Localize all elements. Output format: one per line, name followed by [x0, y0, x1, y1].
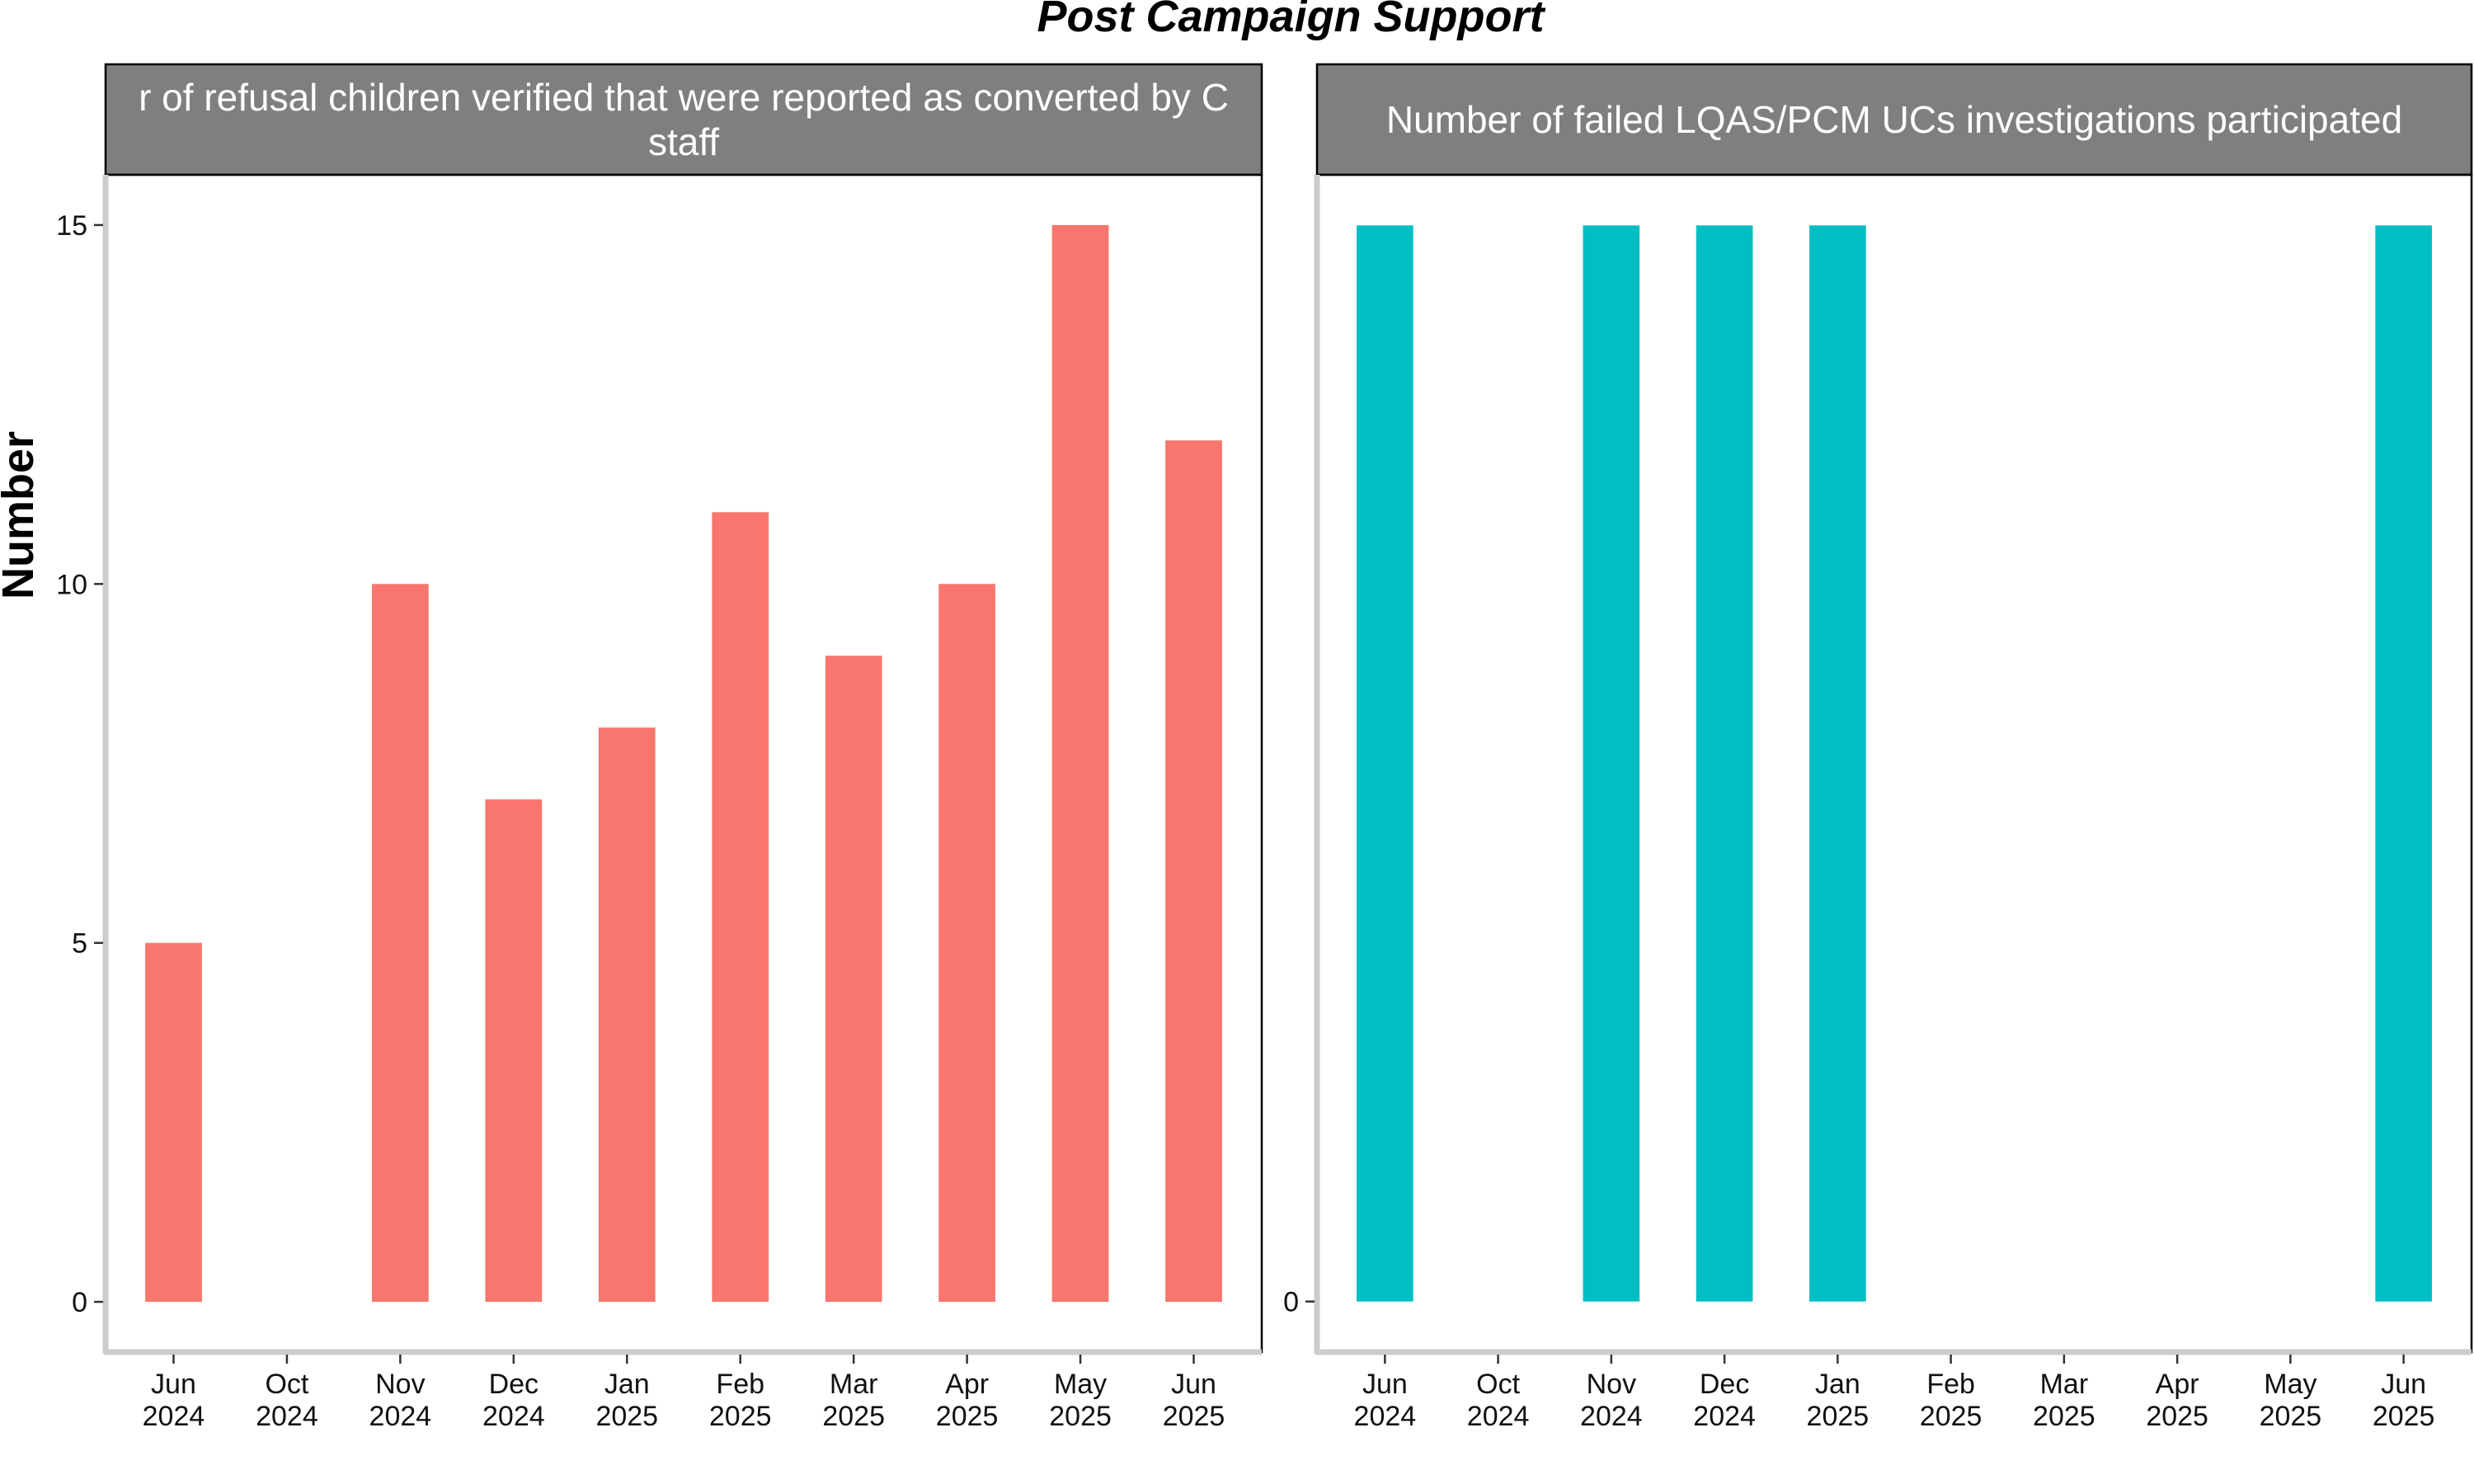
x-tick-label-month: Nov — [1587, 1369, 1636, 1400]
x-tick-label-year: 2024 — [256, 1401, 318, 1432]
x-tick-label-month: May — [2264, 1369, 2316, 1400]
x-tick-label-month: Apr — [2156, 1369, 2199, 1400]
x-tick-label-year: 2024 — [1354, 1401, 1417, 1432]
x-tick-label-year: 2025 — [822, 1401, 885, 1432]
x-tick-label-month: Feb — [716, 1369, 764, 1400]
x-tick-label-year: 2025 — [936, 1401, 999, 1432]
facet-strip-0 — [104, 63, 1263, 176]
panel-border — [1315, 173, 2473, 1354]
x-tick-label-year: 2024 — [369, 1401, 432, 1432]
x-tick-label-month: Jun — [2381, 1369, 2426, 1400]
bar — [372, 584, 429, 1303]
bar — [1809, 225, 1866, 1302]
bar — [1357, 225, 1413, 1302]
bar — [598, 727, 656, 1303]
x-tick-label-month: Oct — [265, 1369, 308, 1400]
right-panel: Number of failed LQAS/PCM UCs investigat… — [1283, 63, 2473, 1432]
x-tick-label-year: 2024 — [482, 1401, 545, 1432]
y-tick-label: 10 — [56, 569, 87, 600]
y-axis-title: Number — [0, 431, 43, 599]
facet-strip-title: Number of failed LQAS/PCM UCs investigat… — [1386, 98, 2402, 141]
facet-strip-title: staff — [648, 120, 719, 163]
x-tick-label-year: 2025 — [1163, 1401, 1225, 1432]
x-tick-label-year: 2025 — [1807, 1401, 1870, 1432]
y-tick-label: 0 — [1283, 1287, 1299, 1318]
bar — [145, 942, 202, 1303]
x-tick-label-year: 2025 — [595, 1401, 658, 1432]
y-tick-label: 0 — [72, 1287, 87, 1318]
bar — [1165, 440, 1222, 1303]
bar — [712, 512, 769, 1303]
x-tick-label-year: 2025 — [709, 1401, 772, 1432]
bar — [2375, 225, 2432, 1302]
x-tick-label-month: Jun — [1171, 1369, 1216, 1400]
x-tick-label-year: 2025 — [1049, 1401, 1112, 1432]
x-tick-label-year: 2024 — [1467, 1401, 1530, 1432]
y-tick-label: 5 — [72, 928, 87, 960]
x-tick-label-month: Apr — [945, 1369, 989, 1400]
x-tick-label-year: 2025 — [2260, 1401, 2322, 1432]
bar — [1051, 224, 1109, 1303]
left-panel: r of refusal children verified that were… — [56, 63, 1263, 1432]
bar — [1583, 225, 1640, 1302]
x-tick-label-month: Jan — [1815, 1369, 1860, 1400]
facet-strip-1 — [1315, 63, 2473, 176]
x-tick-label-year: 2025 — [2373, 1401, 2435, 1432]
x-tick-label-year: 2024 — [143, 1401, 205, 1432]
x-tick-label-month: Jun — [1362, 1369, 1408, 1400]
x-tick-label-month: Mar — [830, 1369, 878, 1400]
bar — [938, 584, 995, 1303]
x-tick-label-month: Jan — [604, 1369, 650, 1400]
x-tick-label-month: Dec — [489, 1369, 539, 1400]
x-tick-label-month: May — [1054, 1369, 1107, 1400]
x-tick-label-year: 2024 — [1580, 1401, 1643, 1432]
bar — [1696, 225, 1753, 1302]
bar — [485, 799, 543, 1303]
x-tick-label-year: 2025 — [1920, 1401, 1982, 1432]
y-tick-label: 15 — [56, 210, 87, 242]
facet-strip-title: r of refusal children verified that were… — [139, 76, 1229, 119]
x-tick-label-year: 2024 — [1693, 1401, 1756, 1432]
bar — [825, 655, 882, 1303]
x-tick-label-month: Jun — [151, 1369, 196, 1400]
chart-title: Post Campaign Support — [1037, 0, 1545, 41]
x-tick-label-month: Dec — [1700, 1369, 1749, 1400]
x-tick-label-month: Nov — [375, 1369, 425, 1400]
x-tick-label-month: Oct — [1476, 1369, 1520, 1400]
x-tick-label-month: Feb — [1926, 1369, 1975, 1400]
x-tick-label-year: 2025 — [2033, 1401, 2095, 1432]
x-tick-label-year: 2025 — [2146, 1401, 2208, 1432]
x-tick-label-month: Mar — [2040, 1369, 2089, 1400]
